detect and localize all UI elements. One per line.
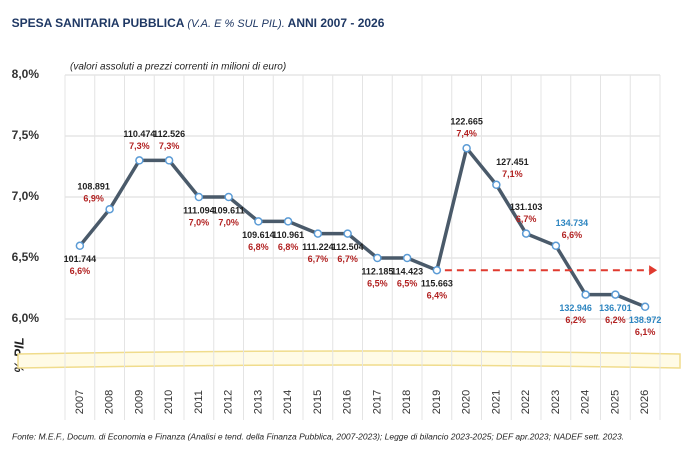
point [640, 302, 650, 312]
y-tick-label: 8,0% [12, 67, 40, 81]
arrow-head [649, 265, 658, 276]
title-part: (V.A. E % SUL PIL). [187, 18, 284, 30]
value-label: 6,4% [427, 291, 448, 301]
amount-label: 112.504 [332, 242, 364, 252]
amount-label: 134.734 [556, 218, 589, 228]
amount-label: 132.946 [559, 303, 592, 313]
x-tick-label: 2010 [163, 390, 175, 414]
value-label: 7,4% [456, 129, 477, 139]
point [492, 180, 501, 190]
value-label: 6,9% [83, 194, 104, 204]
value-label: 7,0% [189, 217, 210, 227]
amount-label: 109.614 [242, 230, 275, 240]
x-tick-label: 2015 [312, 390, 324, 414]
point [254, 217, 263, 226]
x-tick-label: 2021 [490, 390, 502, 414]
point [283, 217, 293, 226]
x-tick-label: 2024 [580, 390, 592, 414]
amount-label: 112.526 [153, 129, 185, 139]
point [402, 253, 412, 263]
amount-label: 108.891 [77, 182, 110, 192]
x-tick-label: 2023 [550, 390, 562, 414]
amount-label: 112.185 [361, 266, 393, 276]
value-label: 6,7% [516, 214, 537, 224]
point [75, 241, 85, 251]
y-tick-label: 7,5% [12, 128, 40, 142]
value-label: 6,2% [565, 315, 586, 325]
point [551, 241, 561, 251]
point [194, 192, 204, 202]
amount-label: 111.094 [183, 205, 215, 215]
point [164, 156, 174, 165]
point [224, 192, 233, 202]
value-label: 6,5% [397, 278, 418, 288]
amount-label: 115.663 [421, 279, 453, 289]
x-tick-label: 2019 [431, 390, 443, 414]
x-tick-label: 2007 [74, 390, 86, 414]
value-label: 6,7% [308, 254, 329, 264]
value-label: 6,8% [248, 242, 269, 252]
amount-label: 138.972 [629, 315, 662, 325]
point [105, 204, 114, 214]
value-label: 6,6% [562, 230, 583, 240]
y-tick-label: 7,0% [12, 189, 40, 203]
y-tick-label: 6,5% [12, 250, 40, 264]
chart-title: SPESA SANITARIA PUBBLICA (V.A. E % SUL P… [12, 16, 385, 30]
value-label: 6,7% [337, 254, 358, 264]
point [432, 265, 442, 275]
axis-break [17, 350, 681, 369]
point [343, 229, 352, 238]
amount-label: 131.103 [510, 202, 543, 212]
title-part: SPESA SANITARIA PUBBLICA [12, 16, 185, 30]
point [373, 253, 382, 263]
x-tick-label: 2022 [520, 390, 532, 414]
amount-label: 110.961 [272, 230, 304, 240]
x-tick-label: 2026 [639, 390, 651, 414]
value-label: 7,3% [159, 141, 180, 151]
value-label: 6,8% [278, 242, 299, 252]
amount-label: 122.665 [450, 117, 483, 127]
subtitle: (valori assoluti a prezzi correnti in mi… [70, 62, 286, 73]
amount-label: 111.224 [302, 242, 334, 252]
amount-label: 114.423 [391, 266, 423, 276]
value-label: 7,3% [129, 141, 150, 151]
y-tick-label: 6,0% [12, 311, 40, 325]
point [521, 229, 531, 238]
grid [64, 74, 661, 420]
x-tick-label: 2025 [609, 390, 621, 414]
amount-label: 136.701 [599, 303, 632, 313]
point [313, 229, 323, 238]
x-tick-label: 2018 [401, 390, 413, 414]
point [611, 290, 620, 299]
amount-label: 109.611 [213, 205, 245, 215]
x-tick-label: 2016 [342, 390, 354, 414]
x-tick-label: 2011 [193, 390, 205, 414]
value-label: 7,0% [218, 217, 239, 227]
point [581, 290, 590, 299]
line [78, 144, 646, 309]
source: Fonte: M.E.F., Docum. di Economia e Fina… [12, 431, 624, 441]
point [462, 143, 471, 153]
amount-label: 101.744 [64, 254, 97, 264]
value-label: 6,2% [605, 315, 626, 325]
value-label: 6,6% [70, 266, 91, 276]
title-part: ANNI 2007 - 2026 [288, 16, 385, 30]
value-label: 6,5% [367, 278, 388, 288]
amount-label: 110.474 [123, 129, 155, 139]
point [135, 156, 144, 165]
x-tick-label: 2008 [104, 390, 116, 414]
x-tick-label: 2014 [282, 390, 294, 414]
x-tick-label: 2009 [133, 390, 145, 414]
x-tick-label: 2020 [461, 390, 473, 414]
value-label: 7,1% [502, 169, 523, 179]
x-tick-label: 2012 [223, 390, 235, 414]
x-tick-label: 2013 [252, 390, 264, 414]
x-tick-label: 2017 [371, 390, 383, 414]
amount-label: 127.451 [496, 157, 529, 167]
value-label: 6,1% [635, 327, 656, 337]
